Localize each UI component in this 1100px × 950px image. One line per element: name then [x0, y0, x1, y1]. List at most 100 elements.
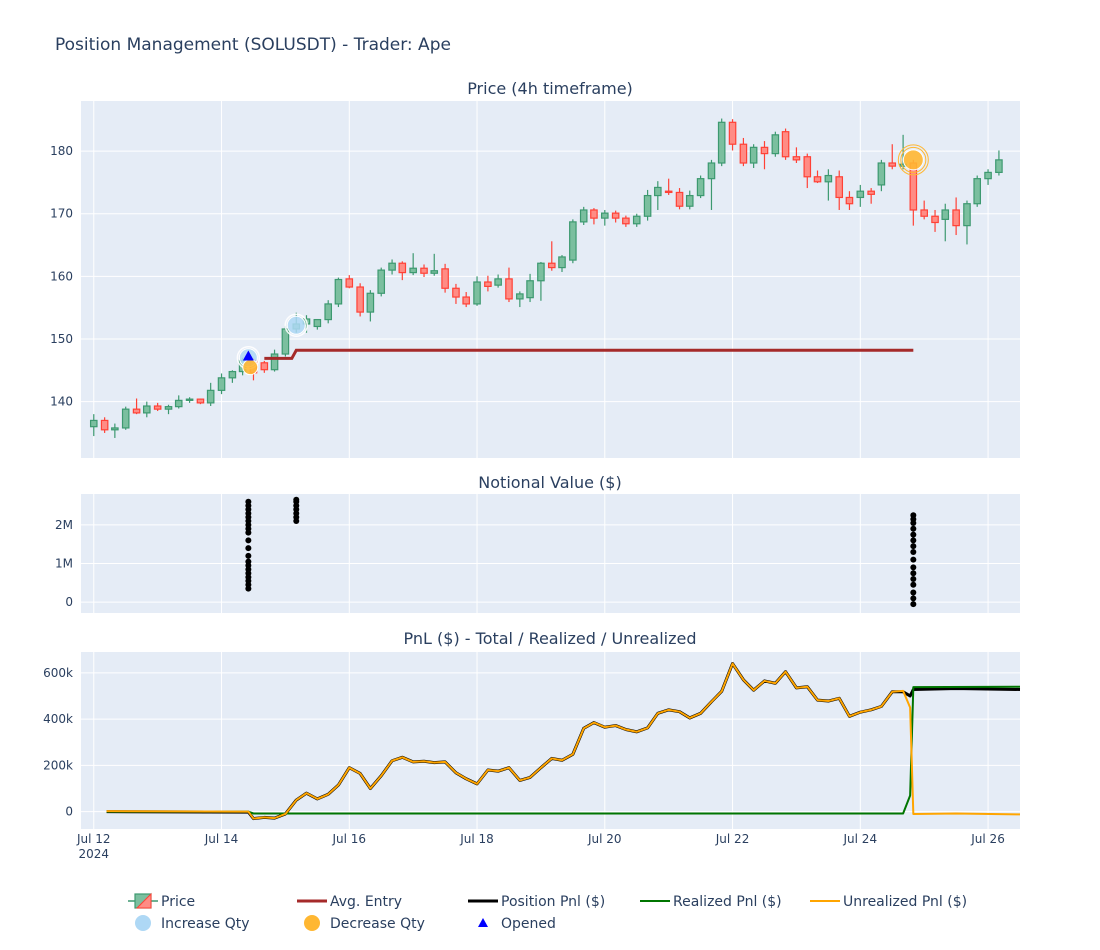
price-y-tick-label: 170 [50, 207, 73, 221]
candle-body [590, 209, 598, 219]
notional-point [910, 548, 917, 555]
candle-down [590, 208, 598, 225]
notional-point [910, 543, 917, 550]
candle-up [366, 290, 375, 322]
candle-body [675, 191, 684, 207]
candle-down [132, 398, 141, 415]
candle-down [153, 402, 162, 412]
candle-down [792, 147, 801, 164]
candle-down [441, 263, 449, 293]
decrease-qty-marker [242, 359, 259, 376]
legend-label: Price [161, 894, 195, 910]
candle-up [569, 219, 577, 264]
candle-up [142, 401, 151, 418]
candle-down [452, 283, 460, 304]
notional-point [245, 552, 252, 559]
candle-body [792, 156, 801, 161]
legend-item-decrease-qty: Decrease Qty [304, 915, 425, 932]
candle-body [196, 398, 205, 404]
notional-point [910, 512, 917, 519]
decrease-qty-marker [902, 149, 924, 171]
legend-label: Increase Qty [161, 916, 250, 932]
candle-body [89, 419, 98, 428]
candle-body [995, 159, 1003, 174]
candle-body [984, 171, 992, 180]
candle-body [717, 121, 726, 164]
candle-body [206, 389, 215, 404]
candle-body [856, 190, 865, 199]
candle-body [685, 194, 694, 207]
candle-body [558, 256, 566, 269]
legend-item-avg-entry: Avg. Entry [297, 894, 402, 910]
candle-body [494, 278, 502, 286]
candle-body [217, 377, 226, 391]
candle-up [217, 373, 226, 395]
candle-body [100, 419, 109, 431]
candle-body [260, 362, 269, 371]
notional-point [293, 496, 300, 503]
candle-down [345, 275, 354, 289]
notional-point [910, 564, 917, 571]
candle-down [462, 292, 470, 308]
candle-body [622, 217, 630, 225]
candle-body [174, 399, 183, 408]
price-panel: 140 150 160 170 180 [50, 101, 1020, 458]
candle-body [132, 408, 141, 414]
candle-up [185, 397, 194, 403]
notional-point [910, 525, 917, 532]
candle-up [600, 209, 609, 226]
candle-up [771, 131, 780, 157]
notional-y-tick-label: 2M [55, 518, 73, 532]
legend-item-position-pnl: Position Pnl ($) [468, 894, 605, 910]
candle-body [920, 209, 928, 217]
candle-up [537, 261, 545, 301]
candle-body [334, 278, 343, 305]
candle-up [707, 159, 716, 210]
candle-up [494, 274, 502, 288]
candle-up [334, 277, 343, 308]
candle-up [313, 318, 322, 330]
notional-point [910, 581, 917, 588]
candle-up [324, 300, 333, 324]
candle-up [995, 150, 1003, 176]
candle-body [121, 408, 130, 429]
pnl-y-tick-label: 400k [43, 712, 73, 726]
notional-point [910, 589, 917, 596]
candle-body [877, 162, 886, 186]
candle-up [430, 253, 439, 276]
candle-up [409, 253, 417, 276]
candle-up [516, 291, 524, 308]
candle-down [803, 153, 812, 189]
candle-up [654, 181, 662, 210]
candle-down [675, 188, 684, 210]
candle-down [196, 398, 205, 405]
candle-body [366, 292, 375, 313]
candle-body [632, 215, 641, 225]
price-y-tick-label: 140 [50, 395, 73, 409]
notional-point [245, 537, 252, 544]
candle-body [516, 293, 524, 300]
candle-body [963, 203, 971, 227]
candle-body [345, 278, 354, 288]
legend-label: Unrealized Pnl ($) [843, 894, 967, 910]
candle-body [452, 287, 460, 298]
x-tick-label: Jul 22 [715, 832, 750, 846]
legend-label: Position Pnl ($) [501, 894, 605, 910]
candle-body [111, 427, 119, 431]
candle-body [728, 121, 737, 145]
candle-body [537, 262, 545, 282]
candle-body [579, 209, 588, 223]
notional-panel-title: Notional Value ($) [478, 473, 621, 492]
candle-down [547, 241, 556, 271]
legend-label: Decrease Qty [330, 916, 425, 932]
candle-body [931, 215, 939, 224]
candle-up [643, 189, 652, 221]
x-tick-label: Jul 12 [76, 832, 111, 846]
price-y-tick-label: 150 [50, 332, 73, 346]
candle-body [313, 318, 322, 328]
candle-body [611, 212, 620, 219]
decrease-qty-ring [900, 146, 927, 173]
chart-title: Position Management (SOLUSDT) - Trader: … [55, 35, 451, 55]
candle-body [462, 296, 470, 305]
